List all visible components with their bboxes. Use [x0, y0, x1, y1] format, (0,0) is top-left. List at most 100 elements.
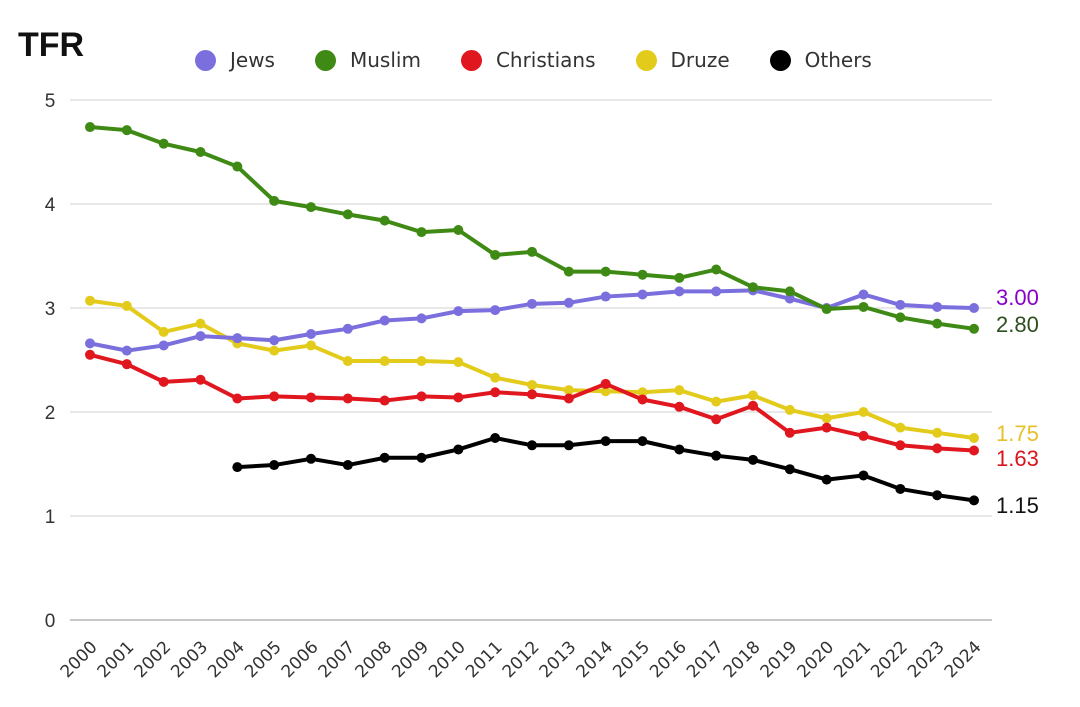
data-point[interactable]	[232, 333, 243, 344]
data-point[interactable]	[158, 138, 169, 149]
data-point[interactable]	[600, 291, 611, 302]
data-point[interactable]	[784, 286, 795, 297]
data-point[interactable]	[748, 282, 758, 293]
data-point[interactable]	[895, 312, 906, 323]
data-point[interactable]	[121, 359, 132, 370]
data-point[interactable]	[527, 440, 537, 451]
data-point[interactable]	[342, 460, 353, 471]
data-point[interactable]	[637, 387, 648, 398]
data-point[interactable]	[711, 396, 722, 407]
data-point[interactable]	[85, 349, 95, 360]
data-point[interactable]	[711, 414, 722, 425]
data-point[interactable]	[158, 326, 169, 337]
data-point[interactable]	[711, 450, 722, 461]
data-point[interactable]	[858, 430, 869, 441]
data-point[interactable]	[563, 266, 574, 277]
data-point[interactable]	[674, 272, 685, 283]
data-point[interactable]	[490, 249, 501, 260]
data-point[interactable]	[416, 452, 427, 463]
data-point[interactable]	[821, 474, 832, 485]
data-point[interactable]	[490, 433, 501, 443]
data-point[interactable]	[342, 323, 353, 334]
data-point[interactable]	[969, 495, 979, 506]
data-point[interactable]	[969, 323, 979, 334]
data-point[interactable]	[527, 298, 537, 309]
data-point[interactable]	[563, 297, 574, 308]
data-point[interactable]	[121, 300, 132, 311]
data-point[interactable]	[269, 391, 280, 402]
data-point[interactable]	[637, 436, 648, 447]
data-point[interactable]	[674, 385, 685, 396]
data-point[interactable]	[527, 379, 537, 390]
data-point[interactable]	[895, 299, 906, 310]
data-point[interactable]	[490, 387, 501, 398]
data-point[interactable]	[600, 378, 611, 389]
data-point[interactable]	[895, 440, 906, 451]
data-point[interactable]	[453, 444, 464, 455]
data-point[interactable]	[784, 293, 795, 304]
data-point[interactable]	[527, 246, 537, 257]
data-point[interactable]	[379, 452, 390, 463]
data-point[interactable]	[379, 215, 390, 226]
data-point[interactable]	[306, 453, 316, 464]
data-point[interactable]	[784, 404, 795, 415]
data-point[interactable]	[379, 395, 390, 406]
data-point[interactable]	[342, 393, 353, 404]
data-point[interactable]	[269, 195, 280, 206]
data-point[interactable]	[416, 313, 427, 324]
data-point[interactable]	[379, 356, 390, 367]
data-point[interactable]	[158, 376, 169, 387]
data-point[interactable]	[416, 391, 427, 402]
data-point[interactable]	[637, 269, 648, 280]
data-point[interactable]	[858, 301, 869, 312]
data-point[interactable]	[969, 445, 979, 456]
data-point[interactable]	[306, 329, 316, 339]
data-point[interactable]	[121, 125, 132, 136]
data-point[interactable]	[821, 413, 832, 424]
data-point[interactable]	[932, 301, 943, 312]
data-point[interactable]	[600, 266, 611, 277]
data-point[interactable]	[232, 393, 243, 404]
data-point[interactable]	[932, 427, 943, 438]
data-point[interactable]	[490, 305, 501, 316]
data-point[interactable]	[269, 345, 280, 356]
data-point[interactable]	[748, 390, 758, 401]
data-point[interactable]	[453, 306, 464, 317]
data-point[interactable]	[637, 289, 648, 300]
data-point[interactable]	[895, 483, 906, 494]
legend-item-christians[interactable]: Christians	[460, 48, 596, 72]
data-point[interactable]	[453, 225, 464, 235]
data-point[interactable]	[674, 286, 685, 297]
data-point[interactable]	[195, 331, 206, 342]
data-point[interactable]	[453, 357, 464, 368]
data-point[interactable]	[600, 436, 611, 447]
data-point[interactable]	[895, 422, 906, 433]
data-point[interactable]	[527, 389, 537, 400]
data-point[interactable]	[600, 386, 611, 397]
data-point[interactable]	[85, 122, 95, 133]
data-point[interactable]	[269, 460, 280, 471]
data-point[interactable]	[637, 394, 648, 405]
data-point[interactable]	[342, 209, 353, 220]
data-point[interactable]	[674, 401, 685, 412]
data-point[interactable]	[858, 289, 869, 300]
data-point[interactable]	[379, 315, 390, 326]
data-point[interactable]	[306, 340, 316, 351]
data-point[interactable]	[453, 392, 464, 403]
data-point[interactable]	[932, 443, 943, 454]
data-point[interactable]	[121, 345, 132, 356]
data-point[interactable]	[932, 490, 943, 501]
data-point[interactable]	[342, 356, 353, 367]
data-point[interactable]	[158, 340, 169, 351]
data-point[interactable]	[232, 161, 243, 172]
data-point[interactable]	[821, 304, 832, 315]
data-point[interactable]	[195, 147, 206, 157]
legend-item-others[interactable]: Others	[769, 48, 872, 72]
data-point[interactable]	[969, 303, 979, 313]
data-point[interactable]	[563, 440, 574, 451]
data-point[interactable]	[932, 318, 943, 329]
data-point[interactable]	[195, 318, 206, 329]
data-point[interactable]	[416, 356, 427, 367]
data-point[interactable]	[195, 374, 206, 385]
data-point[interactable]	[563, 385, 574, 396]
